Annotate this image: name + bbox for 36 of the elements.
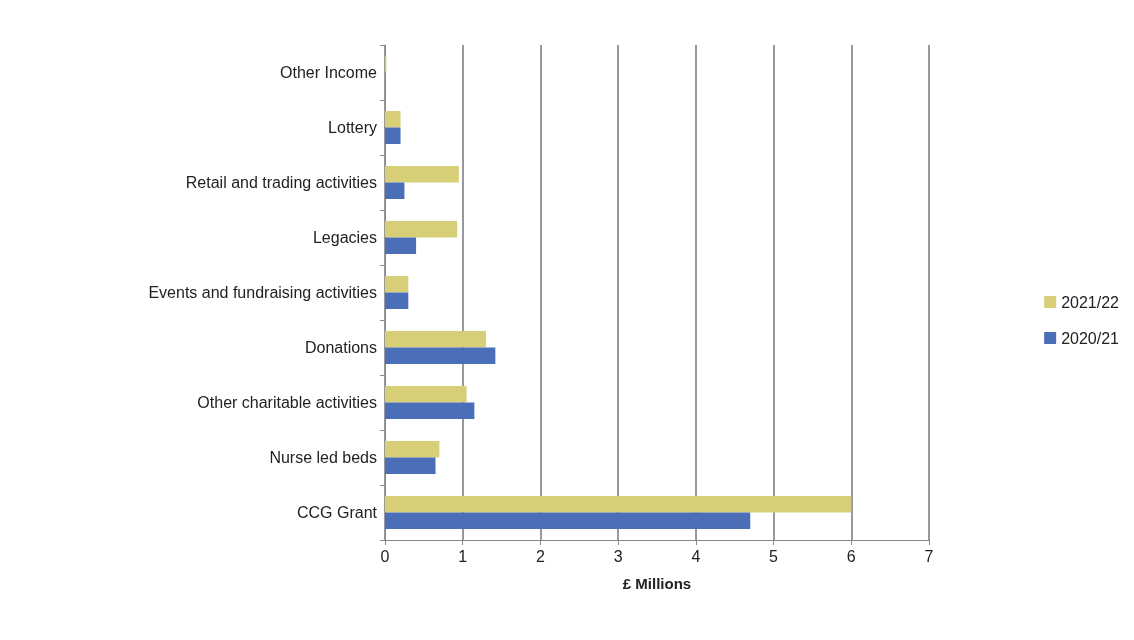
bar (385, 402, 475, 419)
bar (385, 276, 409, 293)
bar (385, 237, 417, 254)
x-tick-label: 7 (924, 547, 934, 565)
y-tick-label: Lottery (328, 119, 377, 136)
legend-label: 2020/21 (1061, 329, 1120, 347)
bar (385, 386, 467, 403)
bar (385, 347, 496, 364)
x-tick-label: 4 (691, 547, 701, 565)
x-tick-label: 3 (613, 547, 623, 565)
bar (385, 182, 405, 199)
y-tick-label: Events and fundraising activities (148, 284, 377, 301)
bar (385, 221, 458, 238)
bar (385, 111, 401, 128)
y-tick-label: Retail and trading activities (185, 174, 377, 191)
x-tick-label: 5 (769, 547, 779, 565)
x-axis-title: £ Millions (622, 575, 692, 592)
bar (385, 512, 751, 529)
x-tick-label: 6 (846, 547, 856, 565)
bar (385, 496, 852, 513)
bar (385, 166, 459, 183)
y-tick-label: Nurse led beds (269, 449, 377, 466)
y-tick-label: CCG Grant (296, 504, 378, 521)
y-tick-label: Other Income (280, 64, 378, 81)
x-tick-label: 2 (535, 547, 545, 565)
bar (385, 441, 440, 458)
y-tick-label: Other charitable activities (197, 394, 377, 411)
x-tick-label: 1 (458, 547, 468, 565)
legend-label: 2021/22 (1061, 293, 1120, 311)
bar (385, 292, 409, 309)
bar (385, 127, 401, 144)
y-tick-label: Legacies (312, 229, 377, 246)
x-tick-label: 0 (380, 547, 390, 565)
bar (385, 457, 436, 474)
y-tick-label: Donations (304, 339, 377, 356)
bar (385, 331, 487, 348)
